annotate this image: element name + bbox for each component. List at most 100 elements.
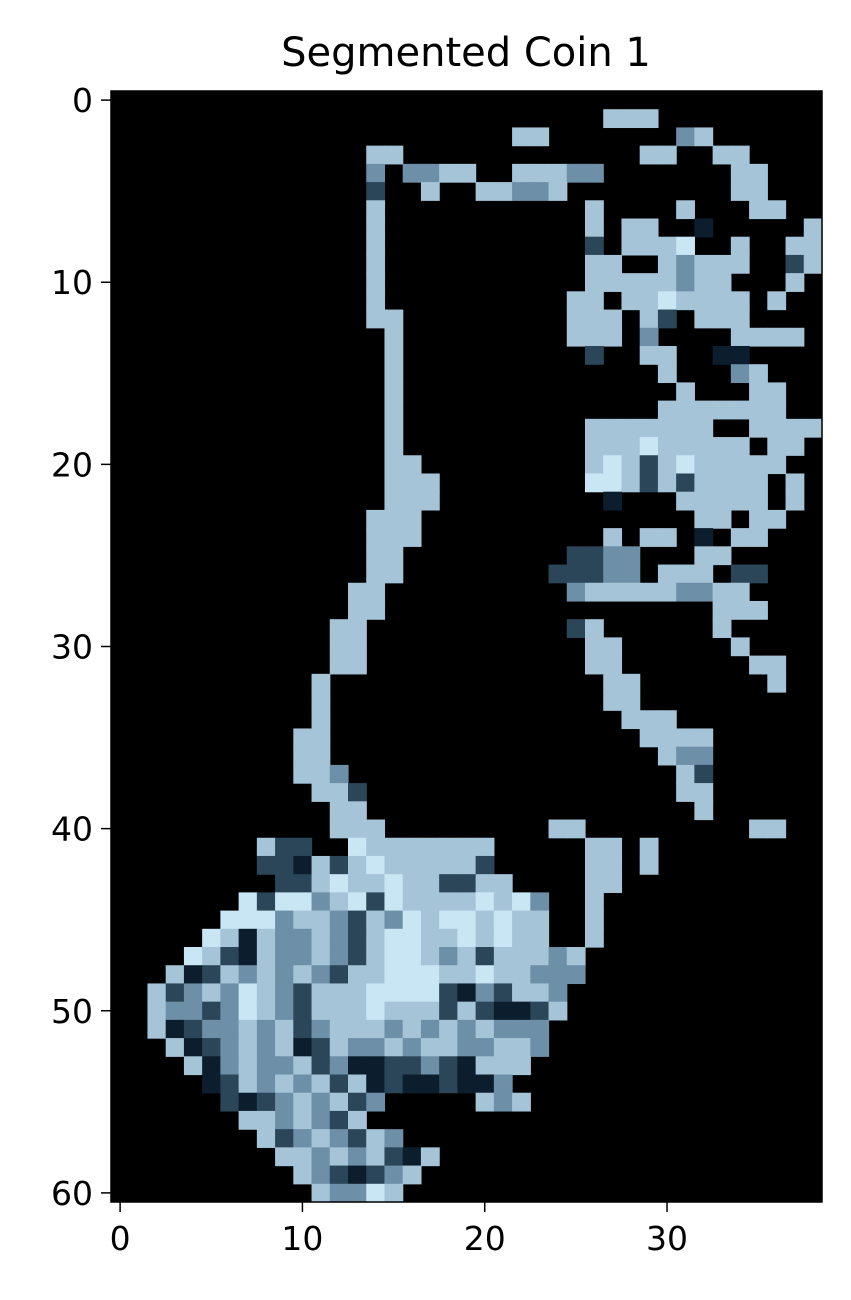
pixel-cell bbox=[676, 728, 695, 748]
pixel-cell bbox=[730, 600, 750, 620]
pixel-cell bbox=[384, 965, 404, 985]
pixel-cell bbox=[256, 983, 276, 1003]
pixel-cell bbox=[220, 947, 240, 966]
pixel-cell bbox=[657, 746, 677, 766]
pixel-cell bbox=[657, 473, 677, 493]
pixel-cell bbox=[366, 855, 386, 875]
pixel-cell bbox=[749, 400, 768, 420]
pixel-cell bbox=[621, 473, 641, 493]
pixel-cell bbox=[475, 837, 495, 857]
pixel-cell bbox=[457, 910, 477, 930]
pixel-cell bbox=[275, 910, 294, 930]
pixel-cell bbox=[712, 345, 732, 365]
pixel-cell bbox=[348, 855, 367, 875]
pixel-cell bbox=[657, 528, 677, 547]
pixel-cell bbox=[512, 182, 531, 201]
pixel-cell bbox=[493, 874, 513, 893]
pixel-cell bbox=[420, 1038, 440, 1057]
pixel-cell bbox=[749, 528, 768, 547]
pixel-cell bbox=[585, 163, 604, 183]
pixel-cell bbox=[493, 910, 513, 930]
pixel-cell bbox=[639, 418, 659, 438]
pixel-cell bbox=[238, 1092, 258, 1112]
pixel-cell bbox=[767, 655, 787, 675]
pixel-cell bbox=[311, 947, 331, 966]
pixel-cell bbox=[366, 819, 386, 839]
pixel-cell bbox=[366, 947, 386, 966]
pixel-cell bbox=[475, 1056, 495, 1076]
pixel-cell bbox=[730, 528, 750, 547]
pixel-cell bbox=[329, 855, 349, 875]
pixel-cell bbox=[220, 1019, 240, 1039]
pixel-cell bbox=[585, 455, 604, 475]
pixel-cell bbox=[548, 819, 568, 839]
pixel-cell bbox=[366, 509, 386, 529]
pixel-cell bbox=[256, 1038, 276, 1057]
pixel-cell bbox=[657, 254, 677, 274]
pixel-cell bbox=[366, 1056, 386, 1076]
pixel-cell bbox=[311, 874, 331, 893]
pixel-cell bbox=[348, 600, 367, 620]
pixel-cell bbox=[712, 600, 732, 620]
pixel-cell bbox=[530, 163, 550, 183]
pixel-cell bbox=[366, 837, 386, 857]
pixel-cell bbox=[694, 582, 714, 602]
pixel-cell bbox=[730, 473, 750, 493]
pixel-cell bbox=[676, 455, 695, 475]
pixel-cell bbox=[293, 855, 313, 875]
pixel-cell bbox=[676, 783, 695, 802]
pixel-cell bbox=[694, 728, 714, 748]
pixel-cell bbox=[475, 892, 495, 912]
pixel-cell bbox=[311, 783, 331, 802]
pixel-cell bbox=[256, 965, 276, 985]
pixel-cell bbox=[803, 218, 823, 238]
pixel-cell bbox=[348, 1129, 367, 1148]
pixel-cell bbox=[183, 1056, 203, 1076]
pixel-cell bbox=[475, 855, 495, 875]
pixel-cell bbox=[730, 491, 750, 511]
pixel-cell bbox=[329, 910, 349, 930]
pixel-cell bbox=[147, 1001, 167, 1021]
pixel-cell bbox=[256, 947, 276, 966]
pixel-cell bbox=[329, 637, 349, 657]
pixel-cell bbox=[256, 1056, 276, 1076]
pixel-cell bbox=[530, 892, 550, 912]
pixel-cell bbox=[366, 1001, 386, 1021]
pixel-cell bbox=[475, 1038, 495, 1057]
y-tick-label: 20 bbox=[51, 445, 93, 484]
pixel-cell bbox=[165, 1019, 185, 1039]
pixel-cell bbox=[803, 418, 823, 438]
pixel-cell bbox=[366, 254, 386, 274]
pixel-cell bbox=[384, 1074, 404, 1094]
pixel-cell bbox=[621, 236, 641, 256]
pixel-cell bbox=[657, 455, 677, 475]
pixel-cell bbox=[420, 874, 440, 893]
pixel-cell bbox=[585, 837, 604, 857]
pixel-cell bbox=[694, 528, 714, 547]
pixel-cell bbox=[420, 910, 440, 930]
pixel-cell bbox=[275, 892, 294, 912]
pixel-cell bbox=[603, 546, 623, 566]
pixel-cell bbox=[311, 965, 331, 985]
pixel-cell bbox=[275, 965, 294, 985]
pixel-cell bbox=[384, 364, 404, 384]
pixel-cell bbox=[311, 892, 331, 912]
pixel-cell bbox=[311, 1129, 331, 1148]
pixel-cell bbox=[384, 837, 404, 857]
pixel-cell bbox=[329, 874, 349, 893]
pixel-cell bbox=[603, 855, 623, 875]
pixel-cell bbox=[366, 564, 386, 584]
pixel-cell bbox=[730, 637, 750, 657]
pixel-cell bbox=[749, 327, 768, 347]
pixel-cell bbox=[238, 965, 258, 985]
pixel-cell bbox=[676, 400, 695, 420]
pixel-cell bbox=[785, 327, 805, 347]
pixel-cell bbox=[603, 528, 623, 547]
pixel-cell bbox=[566, 619, 586, 638]
pixel-cell bbox=[202, 983, 221, 1003]
pixel-cell bbox=[183, 1019, 203, 1039]
pixel-cell bbox=[657, 364, 677, 384]
pixel-cell bbox=[785, 236, 805, 256]
pixel-cell bbox=[275, 928, 294, 948]
pixel-cell bbox=[439, 1056, 458, 1076]
